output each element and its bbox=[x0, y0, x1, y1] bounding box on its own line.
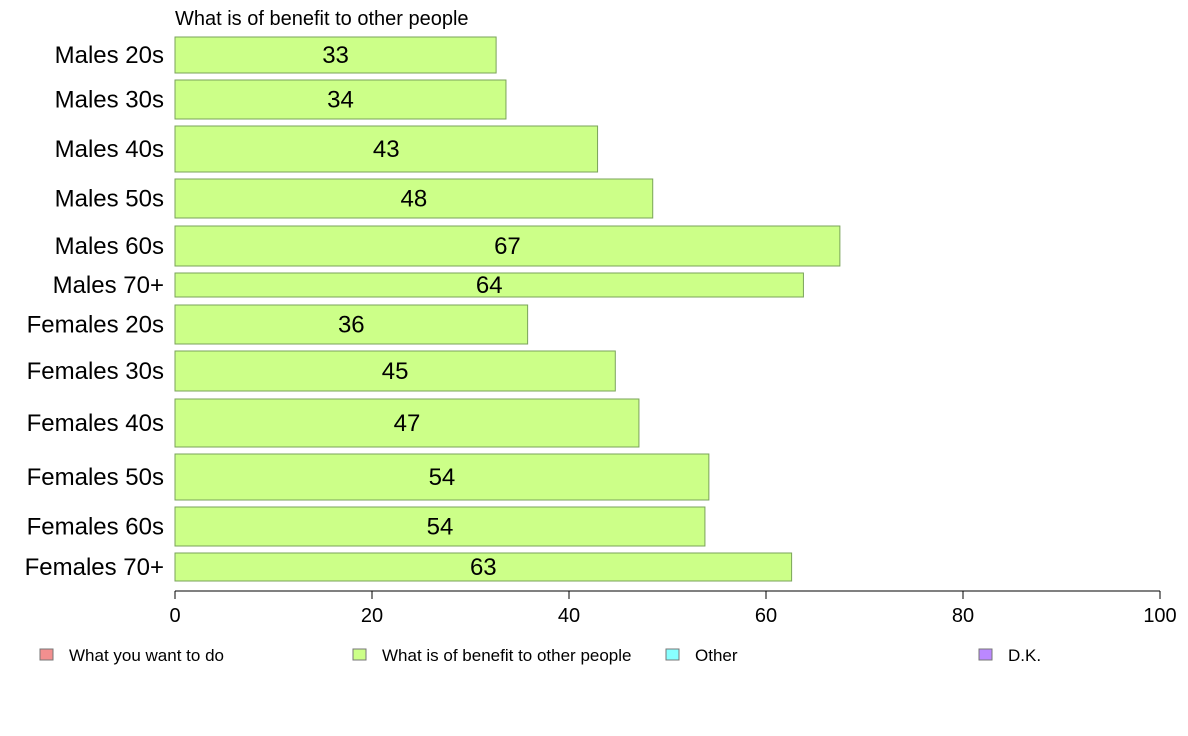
data-label: 67 bbox=[494, 233, 521, 260]
category-label: Males 60s bbox=[55, 233, 164, 260]
legend-label: D.K. bbox=[1008, 646, 1041, 665]
data-label: 48 bbox=[401, 186, 428, 213]
category-label: Females 20s bbox=[27, 312, 164, 339]
x-tick-label: 20 bbox=[361, 605, 383, 627]
category-label: Females 70+ bbox=[25, 554, 164, 581]
data-label: 34 bbox=[327, 87, 354, 114]
bar bbox=[174, 125, 599, 173]
bar bbox=[174, 398, 640, 448]
data-label: 45 bbox=[382, 358, 409, 385]
data-label: 64 bbox=[476, 272, 503, 299]
bars-group: Males 20s 33 Males 30s 34 Males 40s 43 Males 5… bbox=[25, 36, 841, 582]
x-tick-label: 60 bbox=[755, 605, 777, 627]
legend-swatch bbox=[39, 648, 54, 661]
x-axis: 0 20 40 60 80 100 bbox=[169, 590, 1177, 627]
bar bbox=[174, 304, 529, 345]
category-label: Females 60s bbox=[27, 514, 164, 541]
x-tick-label: 80 bbox=[952, 605, 974, 627]
category-label: Females 30s bbox=[27, 358, 164, 385]
legend-swatch bbox=[352, 648, 367, 661]
data-label: 33 bbox=[322, 42, 349, 69]
bar bbox=[174, 506, 706, 547]
bar bbox=[174, 79, 507, 120]
category-label: Males 40s bbox=[55, 136, 164, 163]
data-label: 36 bbox=[338, 312, 365, 339]
legend-label: What is of benefit to other people bbox=[382, 646, 632, 665]
bar bbox=[174, 225, 841, 267]
legend-label: What you want to do bbox=[69, 646, 224, 665]
bar bbox=[174, 350, 616, 392]
x-tick-label: 100 bbox=[1143, 605, 1176, 627]
category-label: Males 50s bbox=[55, 186, 164, 213]
data-label: 47 bbox=[394, 410, 421, 437]
legend-swatch bbox=[978, 648, 993, 661]
data-label: 54 bbox=[427, 514, 454, 541]
bar bbox=[174, 272, 804, 298]
bar bbox=[174, 552, 793, 582]
category-label: Males 30s bbox=[55, 87, 164, 114]
category-label: Females 50s bbox=[27, 464, 164, 491]
category-label: Males 70+ bbox=[53, 272, 164, 299]
bar bbox=[174, 178, 654, 219]
data-label: 43 bbox=[373, 136, 400, 163]
chart-title: What is of benefit to other people bbox=[175, 8, 469, 30]
legend-swatch bbox=[665, 648, 680, 661]
category-label: Males 20s bbox=[55, 42, 164, 69]
x-tick-label: 40 bbox=[558, 605, 580, 627]
data-label: 54 bbox=[429, 464, 456, 491]
bar bbox=[174, 36, 497, 74]
bar bbox=[174, 453, 710, 501]
legend-label: Other bbox=[695, 646, 738, 665]
x-tick-label: 0 bbox=[169, 605, 180, 627]
category-label: Females 40s bbox=[27, 410, 164, 437]
data-label: 63 bbox=[470, 554, 497, 581]
legend: What you want to do What is of benefit to… bbox=[39, 646, 1041, 665]
